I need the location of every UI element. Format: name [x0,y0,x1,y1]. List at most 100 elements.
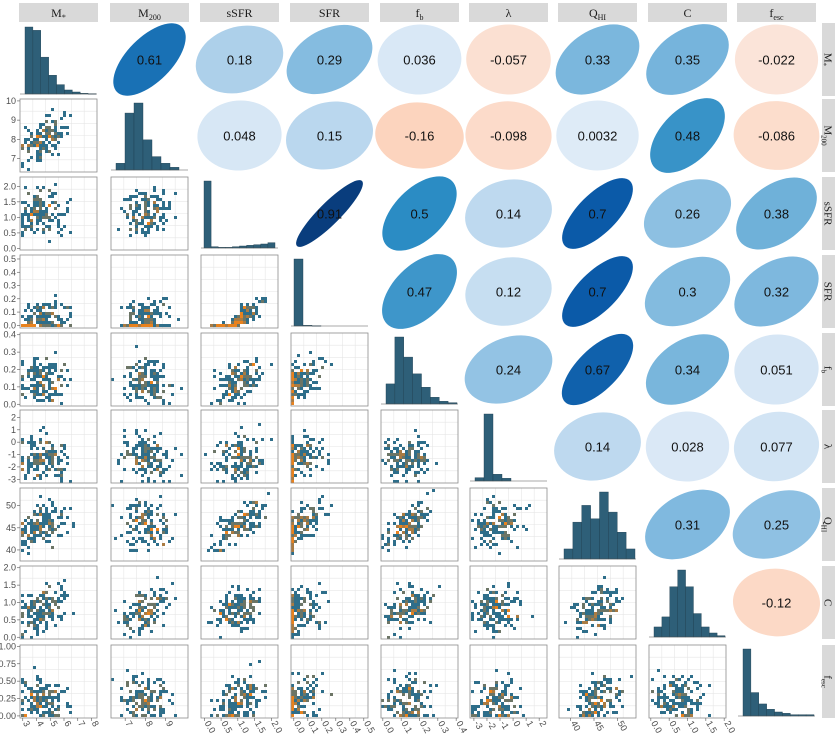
density-cell [390,456,393,459]
density-cell [246,627,249,630]
density-cell [255,384,258,387]
density-cell [426,591,429,594]
density-cell [33,312,36,315]
density-cell [291,438,294,441]
density-cell [405,459,408,462]
density-cell [147,531,150,534]
density-cell [249,618,252,621]
density-cell [261,507,264,510]
density-cell [297,450,300,453]
density-cell [147,510,150,513]
density-cell [42,705,45,708]
density-cell [306,621,309,624]
density-cell [597,588,600,591]
density-cell [153,594,156,597]
density-cell [144,210,147,213]
density-cell [153,303,156,306]
density-cell [33,459,36,462]
density-cell [672,699,675,702]
density-cell [591,693,594,696]
density-cell [513,528,516,531]
density-cell [225,603,228,606]
density-cell [42,471,45,474]
density-cell [228,366,231,369]
density-cell [66,132,69,135]
density-cell [423,462,426,465]
density-cell [147,309,150,312]
density-cell [417,690,420,693]
histogram-bar [40,56,49,95]
density-cell [141,519,144,522]
density-cell [219,378,222,381]
density-cell [402,714,405,717]
x-tick-label: 8 [90,719,101,728]
density-cell [294,453,297,456]
density-cell [309,447,312,450]
density-cell [132,216,135,219]
density-cell [36,372,39,375]
correlation-label: 0.24 [496,363,521,378]
correlation-cell: 0.48 [650,98,725,173]
density-cell [24,324,27,327]
density-cell [255,369,258,372]
density-cell [126,324,129,327]
density-cell [162,612,165,615]
density-cell [294,615,297,618]
density-cell [258,522,261,525]
density-cell [213,387,216,390]
density-cell [135,507,138,510]
density-cell [393,513,396,516]
density-cell [684,681,687,684]
density-cell [390,465,393,468]
density-cell [141,690,144,693]
correlation-ellipse [377,24,462,95]
density-cell [291,705,294,708]
density-cell [21,144,24,147]
density-cell [39,702,42,705]
density-cell [384,543,387,546]
density-cell [237,468,240,471]
density-cell [21,165,24,168]
y-tick-label: 0.25 [0,694,16,704]
density-cell [486,516,489,519]
density-cell [138,690,141,693]
density-cell [432,714,435,717]
density-cell [156,543,159,546]
density-cell [168,324,171,327]
density-cell [24,603,27,606]
density-cell [405,600,408,603]
density-cell [423,597,426,600]
density-cell [504,684,507,687]
density-cell [21,594,24,597]
density-cell [294,534,297,537]
density-cell [36,384,39,387]
density-cell [471,519,474,522]
density-cell [609,591,612,594]
density-cell [507,705,510,708]
density-cell [423,594,426,597]
density-cell [222,480,225,483]
density-cell [300,510,303,513]
density-cell [36,468,39,471]
density-cell [588,603,591,606]
density-cell [144,513,147,516]
density-cell [321,591,324,594]
density-cell [243,393,246,396]
density-cell [141,456,144,459]
density-cell [243,474,246,477]
density-cell [231,624,234,627]
density-cell [504,537,507,540]
density-cell [264,504,267,507]
histogram-bar [625,548,636,560]
density-cell [240,444,243,447]
correlation-cell: 0.38 [736,177,817,250]
density-cell [483,525,486,528]
density-cell [231,384,234,387]
density-cell [294,690,297,693]
density-cell [36,690,39,693]
density-cell [414,714,417,717]
density-cell [150,324,153,327]
density-cell [240,627,243,630]
density-cell [297,702,300,705]
